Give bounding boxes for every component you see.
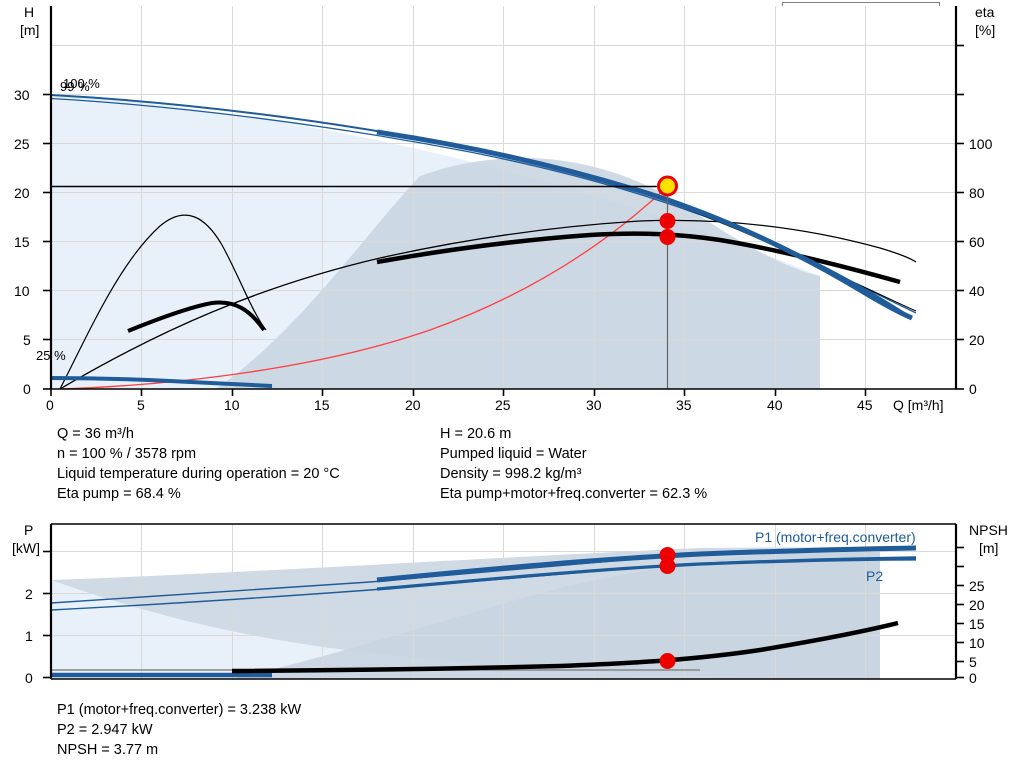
duty-info-right: H = 20.6 m Pumped liquid = Water Density… [440, 424, 707, 504]
p-tick-2: 2 [25, 587, 33, 601]
q-tick-5-top: 5 [137, 398, 145, 412]
q-tick-45-top: 45 [857, 398, 873, 412]
pump-curve-page: H [m] eta [%] Q [m³/h] CRNE 32-1, 3*500 … [0, 0, 1024, 781]
npsh-axis-ticks [956, 548, 964, 678]
power-npsh-chart: P [kW] NPSH [m] [0, 518, 1024, 693]
info-eta-total: Eta pump+motor+freq.converter = 62.3 % [440, 484, 707, 504]
p-axis-ticks [43, 552, 51, 678]
eta-tick-40: 40 [969, 284, 985, 298]
head-efficiency-chart: H [m] eta [%] Q [m³/h] CRNE 32-1, 3*500 … [0, 0, 1024, 420]
head-chart-canvas [0, 0, 1024, 420]
h-tick-10: 10 [14, 284, 30, 298]
info-n: n = 100 % / 3578 rpm [57, 444, 340, 464]
npsh-marker [660, 653, 676, 669]
legend-p2: P2 [866, 569, 883, 584]
info-density: Density = 998.2 kg/m³ [440, 464, 707, 484]
npsh-tick-10: 10 [969, 636, 985, 650]
speed-label-25: 25 % [36, 349, 66, 363]
info-liquid-temp: Liquid temperature during operation = 20… [57, 464, 340, 484]
p-tick-1: 1 [25, 629, 33, 643]
p2-marker [660, 558, 676, 574]
q-tick-30-top: 30 [586, 398, 602, 412]
npsh-tick-20: 20 [969, 598, 985, 612]
speed-label-99: 99 % [60, 80, 90, 94]
q-tick-25-top: 25 [495, 398, 511, 412]
h-tick-30: 30 [14, 88, 30, 102]
q-tick-10-top: 10 [224, 398, 240, 412]
q-tick-15-top: 15 [314, 398, 330, 412]
npsh-tick-25: 25 [969, 579, 985, 593]
eta-total-marker [660, 229, 676, 245]
eta-tick-60: 60 [969, 235, 985, 249]
h-tick-15: 15 [14, 235, 30, 249]
legend-p1: P1 (motor+freq.converter) [755, 530, 916, 545]
info-p2: P2 = 2.947 kW [57, 720, 301, 740]
h-tick-0: 0 [23, 382, 31, 396]
h-tick-5: 5 [23, 333, 31, 347]
eta-tick-0: 0 [969, 382, 977, 396]
info-p1: P1 (motor+freq.converter) = 3.238 kW [57, 700, 301, 720]
p-tick-0: 0 [25, 671, 33, 685]
eta-tick-20: 20 [969, 333, 985, 347]
q-tick-20-top: 20 [405, 398, 421, 412]
info-pumped-liquid: Pumped liquid = Water [440, 444, 707, 464]
q-tick-40-top: 40 [767, 398, 783, 412]
npsh-tick-15: 15 [969, 617, 985, 631]
info-npsh: NPSH = 3.77 m [57, 740, 301, 760]
eta-tick-100: 100 [969, 137, 992, 151]
npsh-tick-0: 0 [969, 671, 977, 685]
info-eta-pump: Eta pump = 68.4 % [57, 484, 340, 504]
q-tick-0-top: 0 [46, 398, 54, 412]
info-q: Q = 36 m³/h [57, 424, 340, 444]
q-axis-ticks-top [51, 389, 866, 396]
info-h: H = 20.6 m [440, 424, 707, 444]
h-tick-20: 20 [14, 186, 30, 200]
q-tick-35-top: 35 [676, 398, 692, 412]
npsh-tick-5: 5 [969, 655, 977, 669]
power-info-block: P1 (motor+freq.converter) = 3.238 kW P2 … [57, 700, 301, 760]
h-tick-25: 25 [14, 137, 30, 151]
duty-info-left: Q = 36 m³/h n = 100 % / 3578 rpm Liquid … [57, 424, 340, 504]
eta-pump-marker [660, 213, 676, 229]
eta-axis-ticks [956, 46, 964, 390]
duty-point-marker [659, 177, 677, 195]
eta-tick-80: 80 [969, 186, 985, 200]
h-axis-ticks [43, 95, 51, 390]
